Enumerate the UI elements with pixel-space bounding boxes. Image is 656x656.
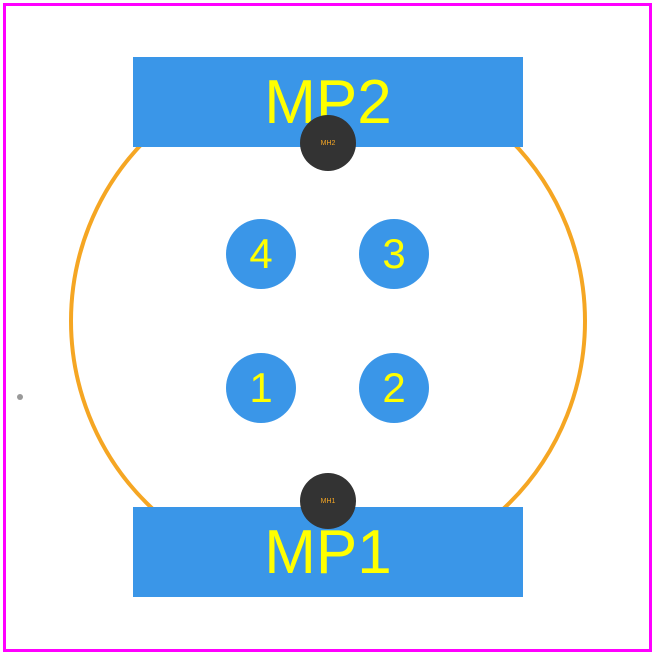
mh1-hole: MH1 — [300, 473, 356, 529]
pin-1: 1 — [226, 353, 296, 423]
mh2-hole: MH2 — [300, 115, 356, 171]
pin-2: 2 — [359, 353, 429, 423]
mh2-label: MH2 — [321, 140, 336, 147]
pin-3-label: 3 — [382, 230, 405, 278]
pin-4: 4 — [226, 219, 296, 289]
pin-1-label: 1 — [249, 364, 272, 412]
pin-4-label: 4 — [249, 230, 272, 278]
tiny-mark — [17, 394, 23, 400]
mh1-label: MH1 — [321, 498, 336, 505]
pin-2-label: 2 — [382, 364, 405, 412]
pin-3: 3 — [359, 219, 429, 289]
diagram-canvas: MP2 MP1 MH2 MH1 4 3 1 2 — [0, 0, 656, 656]
